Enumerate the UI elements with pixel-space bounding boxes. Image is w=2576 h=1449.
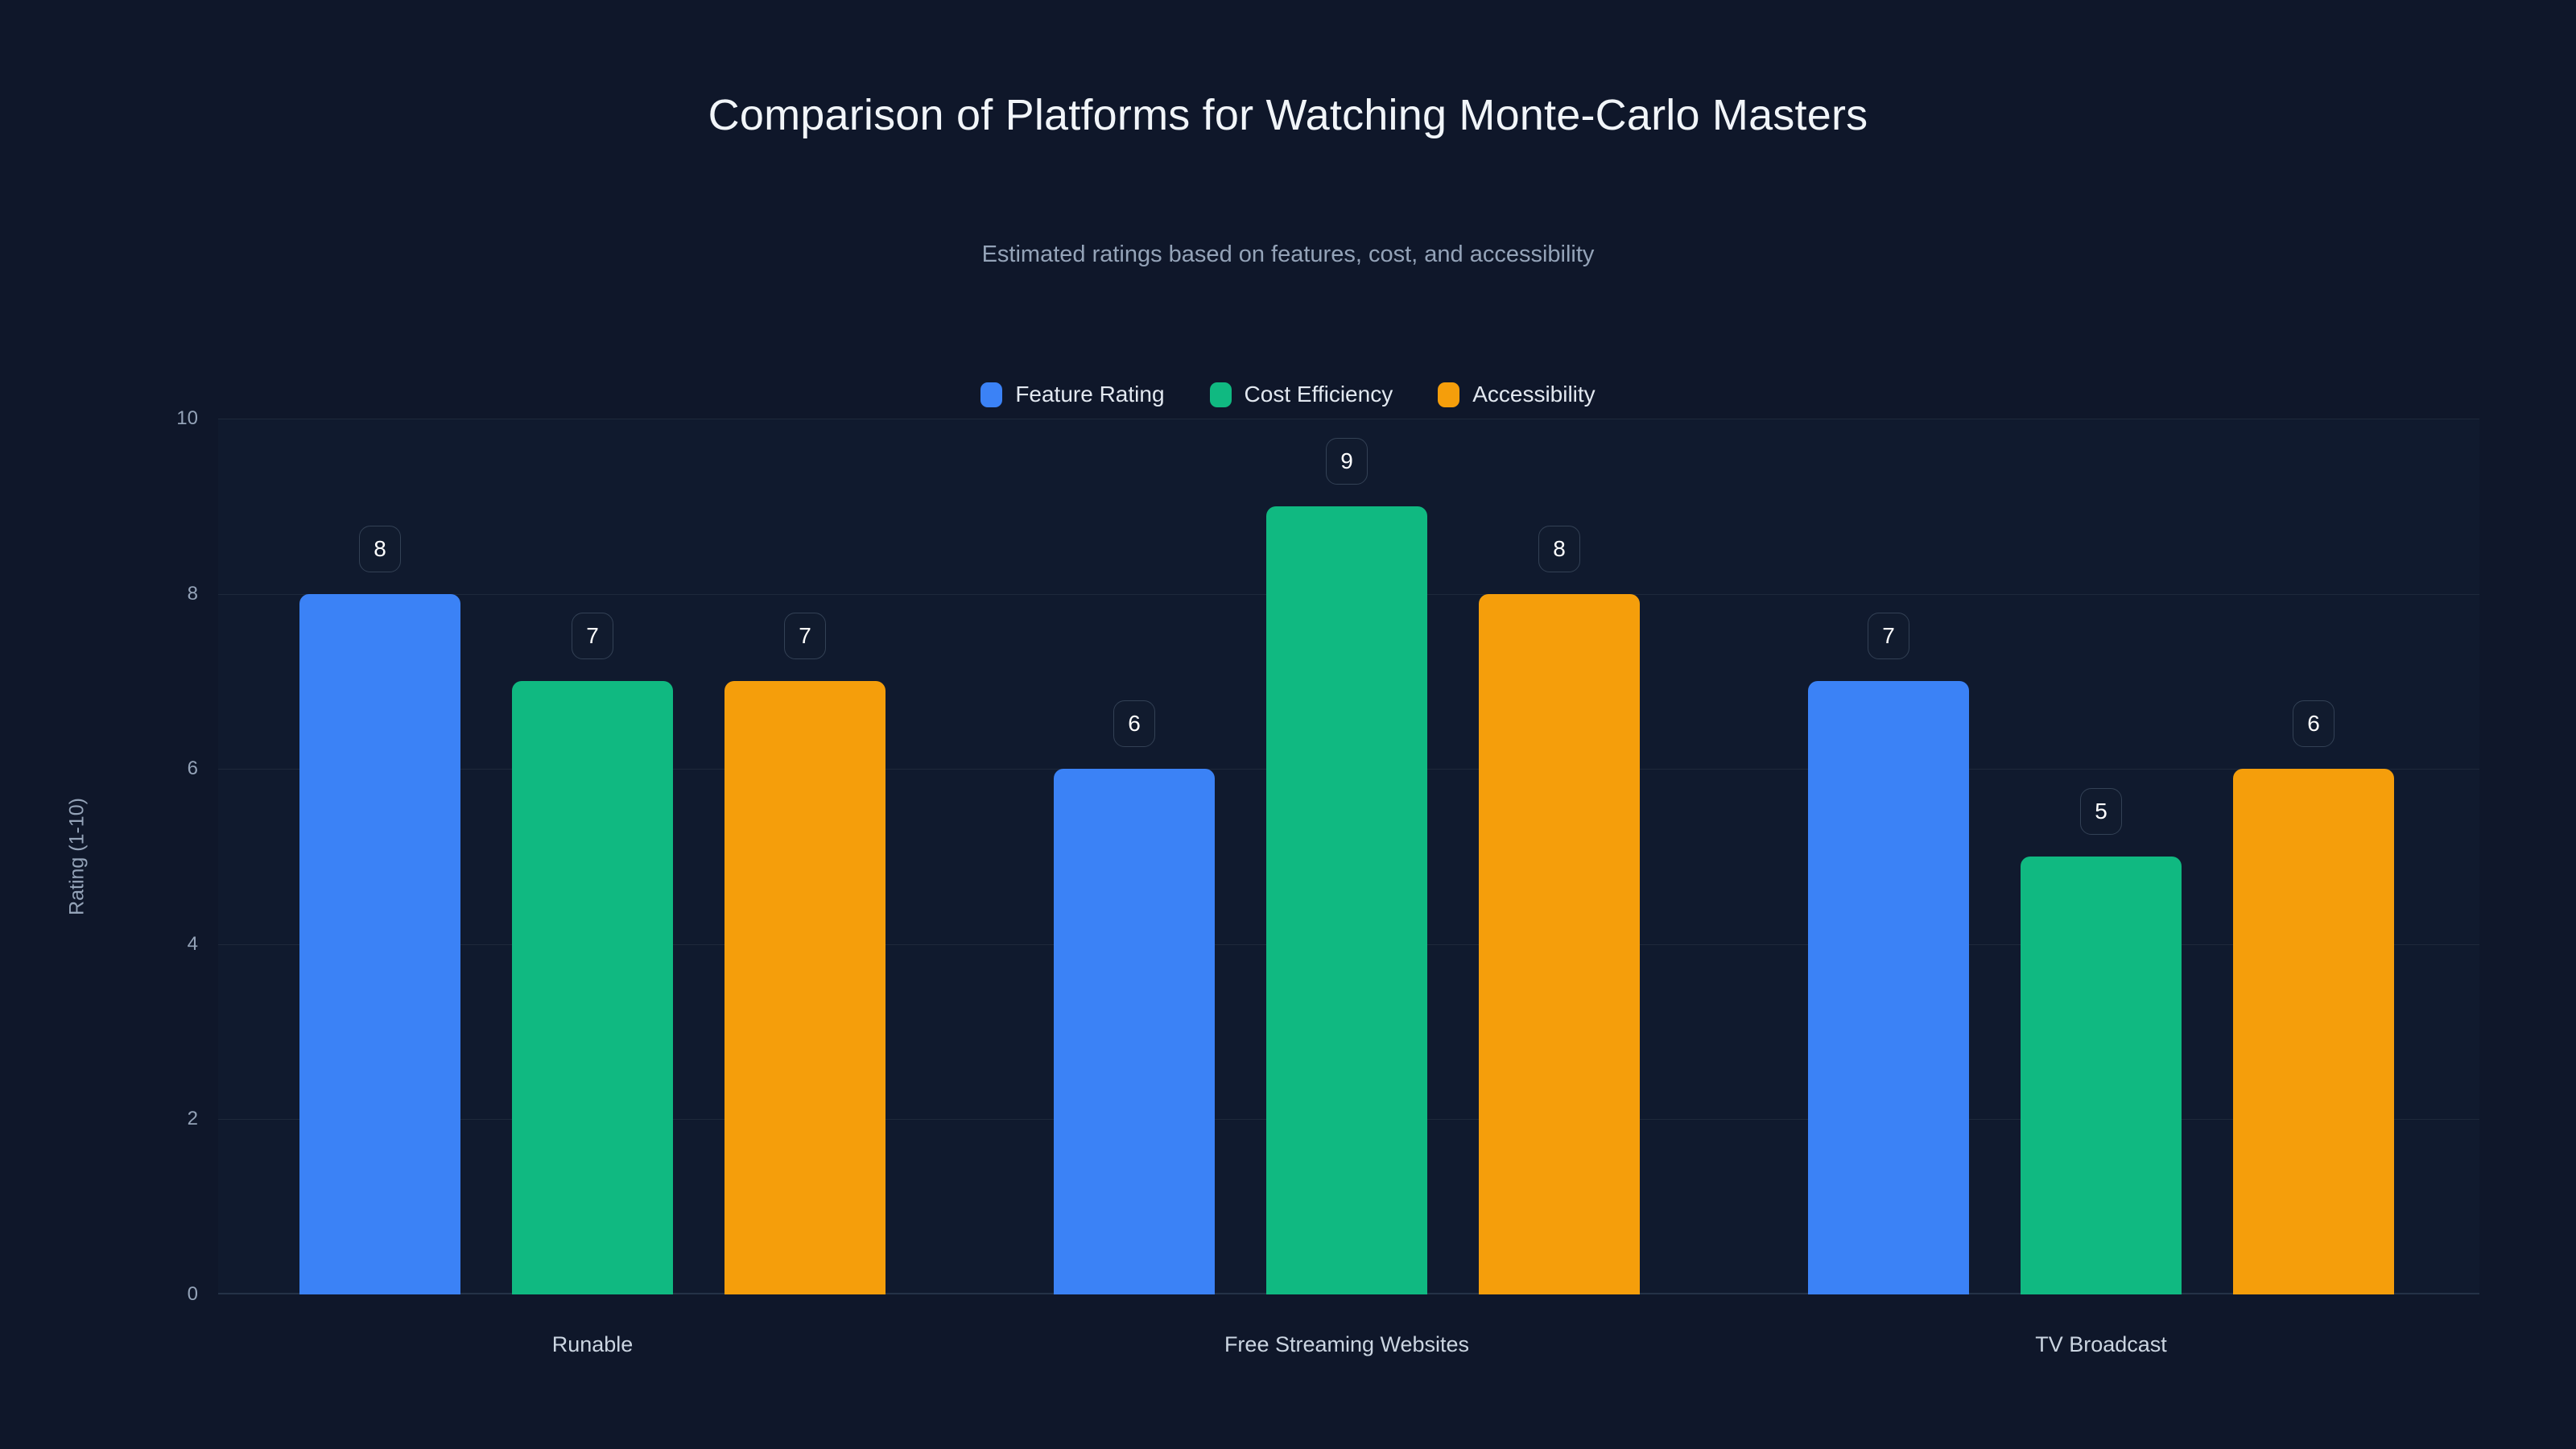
bar-runable-feature-rating[interactable] <box>299 593 460 1294</box>
legend-label: Cost Efficiency <box>1244 382 1393 407</box>
y-tick-label: 4 <box>187 932 198 955</box>
y-tick-label: 0 <box>187 1283 198 1305</box>
legend-label: Accessibility <box>1472 382 1596 407</box>
legend-item-feature-rating[interactable]: Feature Rating <box>980 382 1165 407</box>
bar-free-streaming-websites-accessibility[interactable] <box>1479 593 1640 1294</box>
legend-swatch-icon <box>980 382 1003 407</box>
bar-tv-broadcast-cost-efficiency[interactable] <box>2021 857 2182 1294</box>
bar-value-badge: 6 <box>1113 700 1155 748</box>
legend-swatch-icon <box>1438 382 1460 407</box>
chart-title: Comparison of Platforms for Watching Mon… <box>708 91 1868 139</box>
legend-item-cost-efficiency[interactable]: Cost Efficiency <box>1209 382 1393 407</box>
y-axis-title: Rating (1-10) <box>65 798 89 915</box>
x-axis-category-label: TV Broadcast <box>2035 1332 2167 1356</box>
y-tick-label: 2 <box>187 1108 198 1130</box>
bar-value-badge: 7 <box>784 613 826 660</box>
bar-value-badge: 8 <box>1538 525 1580 572</box>
bar-tv-broadcast-accessibility[interactable] <box>2233 769 2394 1294</box>
bar-value-badge: 7 <box>1868 613 1909 660</box>
bar-free-streaming-websites-cost-efficiency[interactable] <box>1266 506 1427 1294</box>
chart-subtitle: Estimated ratings based on features, cos… <box>981 242 1595 267</box>
y-tick-label: 8 <box>187 582 198 605</box>
bar-value-badge: 5 <box>2080 788 2122 835</box>
chart-legend: Feature Rating Cost Efficiency Accessibili… <box>0 372 2576 417</box>
legend-swatch-icon <box>1209 382 1232 407</box>
bar-free-streaming-websites-feature-rating[interactable] <box>1054 769 1215 1294</box>
bar-value-badge: 9 <box>1326 437 1368 485</box>
bar-value-badge: 8 <box>359 525 401 572</box>
bar-tv-broadcast-feature-rating[interactable] <box>1808 681 1969 1294</box>
x-axis-category-label: Free Streaming Websites <box>1224 1332 1470 1356</box>
bar-value-badge: 7 <box>572 613 613 660</box>
bar-runable-cost-efficiency[interactable] <box>512 681 673 1294</box>
bar-runable-accessibility[interactable] <box>724 681 886 1294</box>
y-tick-label: 6 <box>187 758 198 780</box>
legend-item-accessibility[interactable]: Accessibility <box>1438 382 1596 407</box>
bar-value-badge: 6 <box>2293 700 2334 748</box>
plot-area <box>218 419 2479 1294</box>
x-axis-category-label: Runable <box>551 1332 634 1356</box>
legend-label: Feature Rating <box>1015 382 1165 407</box>
